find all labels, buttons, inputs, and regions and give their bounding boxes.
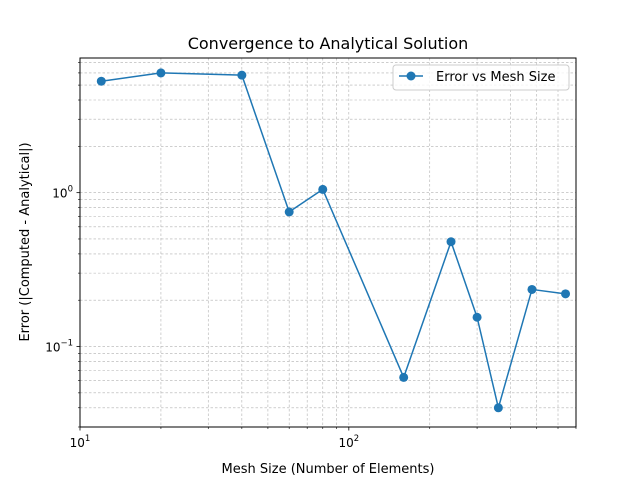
data-point [446,237,456,247]
legend-marker [406,71,416,81]
series-layer [96,68,571,413]
x-tick-label: 102 [338,434,359,450]
x-tick-label: 101 [70,434,91,450]
data-point [472,312,482,322]
data-point [493,403,503,413]
legend-box [392,64,570,91]
y-tick-label: 100 [52,185,73,201]
legend: Error vs Mesh Size [392,64,570,91]
y-axis-title: Error (|Computed - Analytical|) [18,142,33,341]
legend-label: Error vs Mesh Size [436,70,555,85]
data-point [156,68,166,78]
data-point [399,372,409,382]
data-point [237,70,247,80]
plot-frame [79,57,577,428]
y-tick-label: 10−1 [45,339,73,355]
data-point [96,76,106,86]
data-point [561,289,571,299]
chart-title: Convergence to Analytical Solution [188,34,469,53]
data-point [527,284,537,294]
data-point [284,207,294,217]
data-point [318,184,328,194]
x-axis-title: Mesh Size (Number of Elements) [222,462,435,477]
tick-layer: 101 102 10−1 100 [45,62,577,450]
